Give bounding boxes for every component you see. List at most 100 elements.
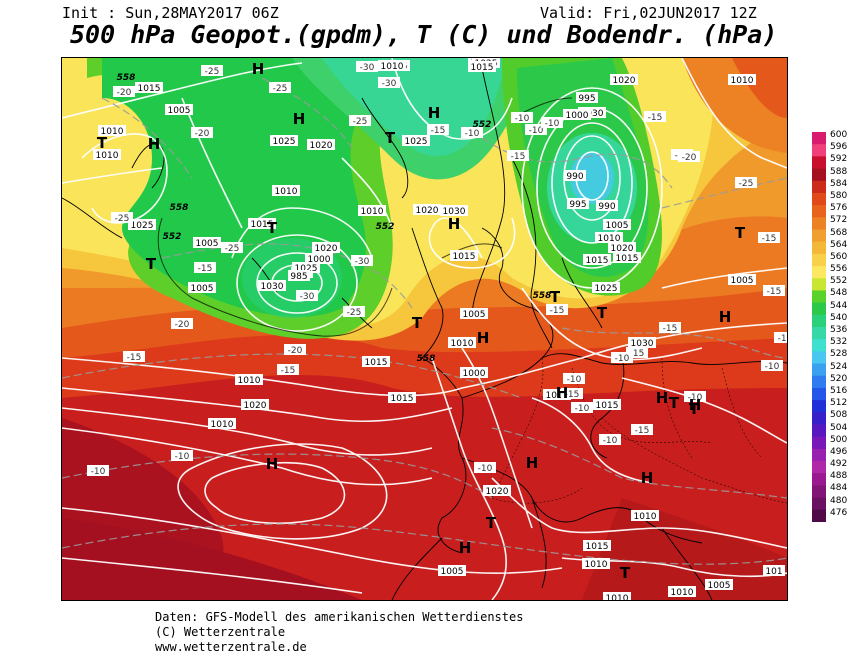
svg-text:1010: 1010 xyxy=(381,62,404,72)
svg-text:101: 101 xyxy=(765,567,782,577)
colorbar-swatch xyxy=(812,509,826,522)
isobar-label: 1015 xyxy=(468,61,496,73)
colorbar-label: 540 xyxy=(830,312,848,323)
svg-text:1015: 1015 xyxy=(586,256,609,266)
isobar-label: 1030 xyxy=(628,337,656,349)
colorbar-label: 488 xyxy=(830,471,848,482)
isobar-label: 101 xyxy=(763,565,785,577)
colorbar-label: 492 xyxy=(830,459,848,470)
isotherm-label: -30 xyxy=(356,61,378,73)
svg-text:985: 985 xyxy=(290,272,307,282)
svg-text:1005: 1005 xyxy=(196,239,219,249)
isotherm-label: -30 xyxy=(351,255,373,267)
svg-text:-30: -30 xyxy=(355,257,370,267)
colorbar-label: 504 xyxy=(830,422,848,433)
isobar-label: 1005 xyxy=(728,274,756,286)
isotherm-label: -15 xyxy=(631,424,653,436)
isotherm-label: -20 xyxy=(678,151,700,163)
colorbar-label: 480 xyxy=(830,495,848,506)
svg-text:1005: 1005 xyxy=(168,106,191,116)
init-time: Init : Sun,28MAY2017 06Z xyxy=(62,4,279,22)
svg-text:1030: 1030 xyxy=(261,282,284,292)
height-contour-label: 552 xyxy=(163,232,182,242)
colorbar-label: 548 xyxy=(830,288,848,299)
svg-text:1000: 1000 xyxy=(566,111,589,121)
svg-text:-25: -25 xyxy=(115,214,130,224)
isotherm-label: -10 xyxy=(761,360,783,372)
isotherm-label: -25 xyxy=(343,306,365,318)
svg-text:-20: -20 xyxy=(288,346,303,356)
footer-data-source: Daten: GFS-Modell des amerikanischen Wet… xyxy=(155,610,524,624)
svg-text:-15: -15 xyxy=(648,113,663,123)
low-pressure-center: T xyxy=(597,304,608,322)
svg-text:1010: 1010 xyxy=(731,76,754,86)
height-contour-label: 558 xyxy=(117,73,136,83)
colorbar-swatch xyxy=(812,144,826,157)
colorbar-swatch xyxy=(812,448,826,462)
isobar-label: 1010 xyxy=(98,125,126,137)
footer: Daten: GFS-Modell des amerikanischen Wet… xyxy=(155,610,523,655)
colorbar-swatch xyxy=(812,497,826,511)
colorbar-label: 544 xyxy=(830,300,848,311)
isobar-label: 1030 xyxy=(578,107,606,119)
isobar-label: 1005 xyxy=(438,565,466,577)
high-pressure-center: H xyxy=(526,454,539,472)
isobar-label: 1030 xyxy=(440,205,468,217)
svg-text:-25: -25 xyxy=(205,67,220,77)
isotherm-label: -30 xyxy=(296,290,318,302)
colorbar-label: 536 xyxy=(830,325,848,335)
low-center-value: 995 xyxy=(567,198,589,210)
footer-website: www.wetterzentrale.de xyxy=(155,640,307,654)
svg-text:1015: 1015 xyxy=(453,252,476,262)
svg-text:-10: -10 xyxy=(91,467,106,477)
colorbar-swatch xyxy=(812,290,826,304)
colorbar-swatch xyxy=(812,351,826,365)
colorbar-swatch xyxy=(812,412,826,425)
svg-text:-15: -15 xyxy=(635,426,650,436)
isobar-label: 1010 xyxy=(595,232,623,244)
isobar-label: 1005 xyxy=(705,579,733,591)
svg-text:1010: 1010 xyxy=(634,512,657,522)
svg-text:1020: 1020 xyxy=(244,401,267,411)
colorbar-label: 572 xyxy=(830,215,848,226)
isobar-label: 1010 xyxy=(93,149,121,161)
isotherm-label: -25 xyxy=(221,242,243,254)
low-pressure-center: T xyxy=(550,288,561,306)
colorbar-label: 580 xyxy=(830,190,848,201)
colorbar-label: 528 xyxy=(830,349,848,360)
colorbar-swatch xyxy=(812,387,826,401)
high-pressure-center: H xyxy=(719,308,732,326)
isotherm-label: -10 xyxy=(525,124,547,136)
svg-text:1000: 1000 xyxy=(463,369,486,379)
isotherm-label: -10 xyxy=(571,402,593,414)
isotherm-label: -10 xyxy=(541,117,563,129)
svg-text:-15: -15 xyxy=(663,324,678,334)
height-contour-label: 558 xyxy=(417,354,436,364)
svg-text:-15: -15 xyxy=(565,390,580,400)
svg-text:1015: 1015 xyxy=(365,358,388,368)
colorbar-label: 520 xyxy=(830,373,848,384)
colorbar-label: 600 xyxy=(830,130,848,140)
svg-text:1005: 1005 xyxy=(191,284,214,294)
svg-text:1025: 1025 xyxy=(405,137,428,147)
svg-text:1000: 1000 xyxy=(308,255,331,265)
isobar-label: 1010 xyxy=(543,389,571,401)
svg-text:1030: 1030 xyxy=(631,339,654,349)
colorbar-swatch xyxy=(812,302,826,316)
high-pressure-center: H xyxy=(459,539,472,557)
isobar-label: 1010 xyxy=(448,337,476,349)
svg-text:1015: 1015 xyxy=(471,63,494,73)
colorbar-label: 476 xyxy=(830,507,848,518)
isotherm-label: -15 xyxy=(123,351,145,363)
isotherm-label: -10 xyxy=(563,373,585,385)
isotherm-label: -30 xyxy=(378,77,400,89)
svg-text:1010: 1010 xyxy=(585,560,608,570)
isobar-label: 1005 xyxy=(193,237,221,249)
map-labels-layer: 1015 1010 1005 1010 1025 1020 1015 1010 1005 1000… xyxy=(87,58,787,600)
low-pressure-center: T xyxy=(385,129,396,147)
svg-text:1025: 1025 xyxy=(273,137,296,147)
high-pressure-center: H xyxy=(266,455,279,473)
isobar-label: 1005 xyxy=(165,104,193,116)
isotherm-label: -10 xyxy=(87,465,109,477)
colorbar-label: 576 xyxy=(830,203,848,214)
